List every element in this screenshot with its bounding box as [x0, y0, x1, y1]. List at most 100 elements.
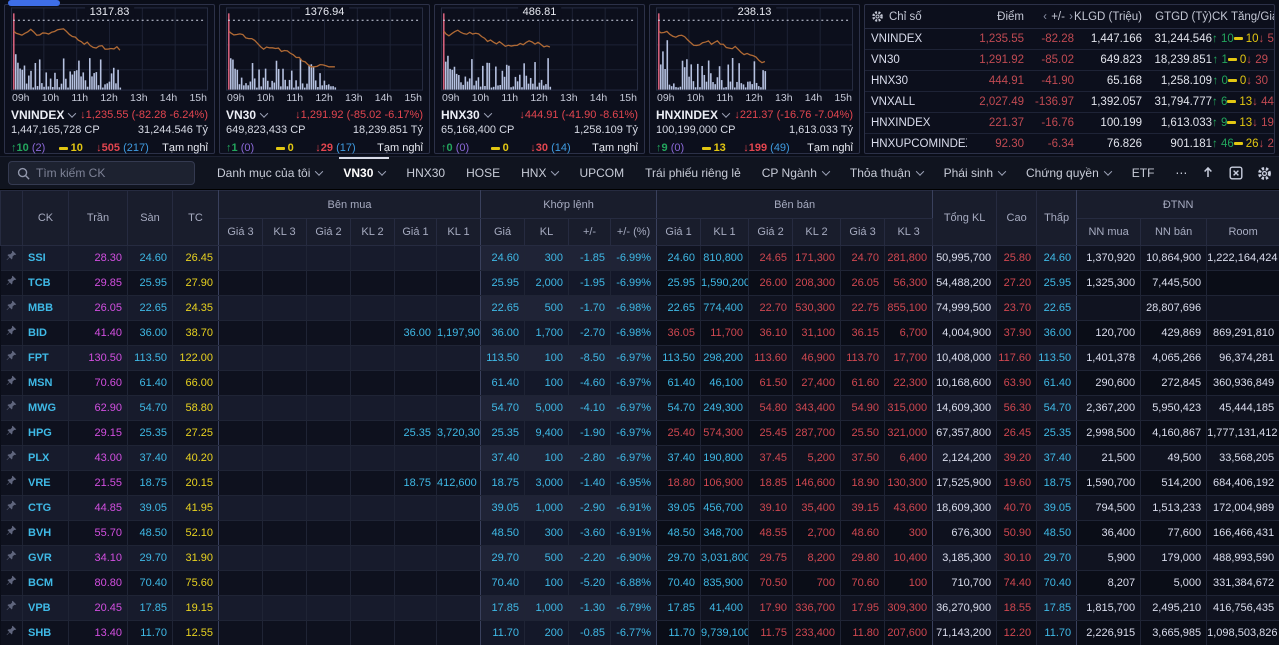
tab-cp-nganh[interactable]: CP Ngành — [762, 157, 831, 189]
buy-vol-3[interactable] — [262, 470, 307, 496]
buy-price-2[interactable] — [306, 570, 351, 596]
sell-price-1[interactable]: 22.65 — [656, 295, 702, 321]
stock-ticker[interactable]: CTG — [22, 495, 69, 521]
sell-vol-1[interactable]: 456,700 — [700, 495, 750, 521]
stock-ticker[interactable]: BCM — [22, 570, 69, 596]
sell-vol-1[interactable]: 106,900 — [700, 470, 750, 496]
buy-vol-3[interactable] — [262, 520, 307, 546]
index-row-VNINDEX[interactable]: VNINDEX 1,235.55 -82.28 1,447.166 31,244… — [865, 29, 1274, 50]
buy-vol-1[interactable] — [436, 245, 482, 271]
stock-ticker[interactable]: TCB — [22, 270, 69, 296]
sell-vol-2[interactable]: 530,300 — [792, 295, 842, 321]
buy-vol-3[interactable] — [262, 245, 307, 271]
stock-ticker[interactable]: PLX — [22, 445, 69, 471]
stock-ticker[interactable]: MWG — [22, 395, 69, 421]
buy-vol-3[interactable] — [262, 395, 307, 421]
pin-button[interactable] — [0, 245, 23, 271]
buy-vol-2[interactable] — [350, 345, 395, 371]
buy-vol-3[interactable] — [262, 370, 307, 396]
index-name-dropdown[interactable]: VNINDEX — [11, 108, 77, 122]
search-input[interactable] — [36, 166, 186, 180]
sell-price-3[interactable]: 36.15 — [840, 320, 886, 346]
sell-price-2[interactable]: 18.85 — [748, 470, 794, 496]
pin-button[interactable] — [0, 495, 23, 521]
sell-price-3[interactable]: 18.90 — [840, 470, 886, 496]
sell-price-3[interactable]: 25.50 — [840, 420, 886, 446]
pin-button[interactable] — [0, 345, 23, 371]
match-price[interactable]: 29.70 — [480, 545, 526, 571]
buy-price-2[interactable] — [306, 395, 351, 421]
upload-icon[interactable] — [1201, 166, 1215, 180]
buy-price-2[interactable] — [306, 595, 351, 621]
sell-vol-1[interactable]: 3,031,800 — [700, 545, 750, 571]
buy-vol-2[interactable] — [350, 370, 395, 396]
buy-vol-2[interactable] — [350, 520, 395, 546]
buy-price-1[interactable] — [394, 395, 437, 421]
buy-vol-3[interactable] — [262, 320, 307, 346]
buy-vol-3[interactable] — [262, 345, 307, 371]
sell-price-2[interactable]: 26.00 — [748, 270, 794, 296]
buy-vol-3[interactable] — [262, 620, 307, 645]
sell-vol-2[interactable]: 146,600 — [792, 470, 842, 496]
stock-row-PLX[interactable]: PLX 43.00 37.40 40.20 37.40 100 -2.80 -6.97% 37.… — [0, 445, 1279, 471]
buy-price-2[interactable] — [306, 320, 351, 346]
next-column-icon[interactable]: › — [1069, 10, 1073, 23]
sell-price-1[interactable]: 61.40 — [656, 370, 702, 396]
buy-price-3[interactable] — [218, 545, 263, 571]
buy-price-1[interactable] — [394, 570, 437, 596]
buy-vol-1[interactable] — [436, 545, 482, 571]
sell-price-3[interactable]: 22.75 — [840, 295, 886, 321]
buy-price-3[interactable] — [218, 445, 263, 471]
buy-price-1[interactable] — [394, 520, 437, 546]
sell-vol-2[interactable]: 35,400 — [792, 495, 842, 521]
match-price[interactable]: 11.70 — [480, 620, 526, 645]
sell-price-1[interactable]: 70.40 — [656, 570, 702, 596]
sell-vol-2[interactable]: 336,700 — [792, 595, 842, 621]
sell-vol-3[interactable]: 10,400 — [884, 545, 934, 571]
pin-button[interactable] — [0, 620, 23, 645]
stock-ticker[interactable]: SHB — [22, 620, 69, 645]
sell-price-3[interactable]: 54.90 — [840, 395, 886, 421]
pin-button[interactable] — [0, 295, 23, 321]
buy-price-1[interactable]: 25.35 — [394, 420, 437, 446]
tab-chung-quyen[interactable]: Chứng quyền — [1026, 157, 1112, 189]
sell-price-2[interactable]: 29.75 — [748, 545, 794, 571]
index-row-VNXALL[interactable]: VNXALL 2,027.49 -136.97 1,392.057 31,794… — [865, 92, 1274, 113]
stock-row-FPT[interactable]: FPT 130.50 113.50 122.00 113.50 100 -8.50 -6.97… — [0, 345, 1279, 371]
stock-row-VPB[interactable]: VPB 20.45 17.85 19.15 17.85 1,000 -1.30 -6.79% 1… — [0, 595, 1279, 621]
sell-price-3[interactable]: 39.15 — [840, 495, 886, 521]
stock-row-MBB[interactable]: MBB 26.05 22.65 24.35 22.65 500 -1.70 -6.98% 22.… — [0, 295, 1279, 321]
sell-vol-2[interactable]: 171,300 — [792, 245, 842, 271]
sell-price-1[interactable]: 36.05 — [656, 320, 702, 346]
buy-price-1[interactable]: 18.75 — [394, 470, 437, 496]
buy-price-3[interactable] — [218, 470, 263, 496]
stock-ticker[interactable]: VPB — [22, 595, 69, 621]
pin-button[interactable] — [0, 420, 23, 446]
sell-price-1[interactable]: 18.80 — [656, 470, 702, 496]
sell-vol-2[interactable]: 5,200 — [792, 445, 842, 471]
pin-button[interactable] — [0, 320, 23, 346]
sell-vol-3[interactable]: 100 — [884, 570, 934, 596]
buy-vol-3[interactable] — [262, 570, 307, 596]
buy-vol-3[interactable] — [262, 420, 307, 446]
match-price[interactable]: 54.70 — [480, 395, 526, 421]
sell-price-3[interactable]: 11.80 — [840, 620, 886, 645]
tab-hnx[interactable]: HNX — [521, 157, 560, 189]
pin-button[interactable] — [0, 570, 23, 596]
pin-button[interactable] — [0, 520, 23, 546]
buy-price-2[interactable] — [306, 345, 351, 371]
buy-vol-1[interactable] — [436, 495, 482, 521]
buy-vol-1[interactable]: 3,720,300 — [436, 420, 482, 446]
buy-price-2[interactable] — [306, 420, 351, 446]
sell-price-1[interactable]: 11.70 — [656, 620, 702, 645]
sell-price-2[interactable]: 113.60 — [748, 345, 794, 371]
stock-ticker[interactable]: MSN — [22, 370, 69, 396]
buy-price-3[interactable] — [218, 245, 263, 271]
sell-vol-3[interactable]: 207,600 — [884, 620, 934, 645]
buy-price-2[interactable] — [306, 545, 351, 571]
buy-vol-3[interactable] — [262, 270, 307, 296]
stock-row-TCB[interactable]: TCB 29.85 25.95 27.90 25.95 2,000 -1.95 -6.99% 2… — [0, 270, 1279, 296]
sell-vol-2[interactable]: 287,700 — [792, 420, 842, 446]
buy-price-1[interactable] — [394, 270, 437, 296]
buy-price-3[interactable] — [218, 270, 263, 296]
